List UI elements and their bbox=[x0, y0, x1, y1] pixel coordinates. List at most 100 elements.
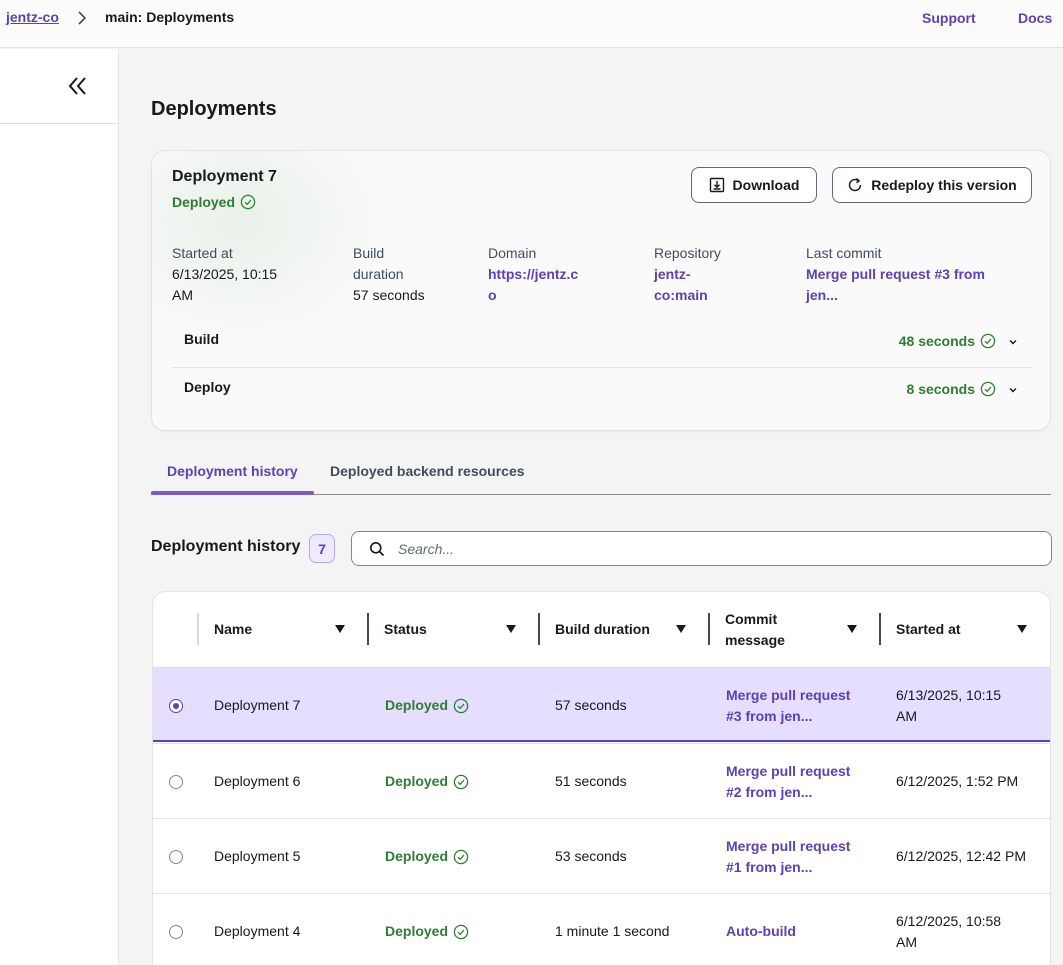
repository-link-2[interactable]: co:main bbox=[654, 287, 708, 303]
deployment-status: Deployed bbox=[172, 194, 256, 210]
cell-commit-link[interactable]: Merge pull request bbox=[726, 838, 851, 854]
redeploy-button-label: Redeploy this version bbox=[871, 177, 1017, 193]
tab-deployment-history[interactable]: Deployment history bbox=[167, 463, 298, 479]
build-duration-label: Build bbox=[353, 245, 385, 261]
cell-status-label: Deployed bbox=[385, 848, 449, 864]
check-circle-icon bbox=[453, 698, 469, 713]
cell-status: Deployed bbox=[385, 846, 469, 867]
search-box bbox=[351, 531, 1052, 566]
check-circle-icon bbox=[453, 774, 469, 789]
cell-build-duration: 57 seconds bbox=[555, 697, 627, 713]
redeploy-button[interactable]: Redeploy this version bbox=[832, 167, 1032, 203]
cell-started-at-2: AM bbox=[896, 934, 917, 950]
column-separator bbox=[538, 613, 540, 645]
step-name: Build bbox=[184, 331, 219, 347]
table-row[interactable]: Deployment 4 Deployed 1 minute 1 second … bbox=[153, 893, 1050, 965]
check-circle-icon bbox=[453, 924, 469, 939]
build-duration-label-2: duration bbox=[353, 266, 404, 282]
step-divider bbox=[172, 367, 1032, 368]
chevron-down-icon[interactable] bbox=[1008, 385, 1018, 395]
docs-link[interactable]: Docs bbox=[1018, 10, 1053, 26]
column-status-label: Status bbox=[384, 621, 427, 637]
table-row[interactable]: Deployment 5 Deployed 53 seconds Merge p… bbox=[153, 818, 1050, 893]
row-radio[interactable] bbox=[169, 775, 183, 789]
deployment-history-table: Name Status Build duration Commit messag… bbox=[152, 591, 1051, 965]
cell-name: Deployment 7 bbox=[214, 697, 301, 713]
chevron-down-icon[interactable] bbox=[1008, 337, 1018, 347]
cell-commit-link[interactable]: Auto-build bbox=[726, 923, 796, 939]
cell-status-label: Deployed bbox=[385, 697, 449, 713]
cell-build-duration: 1 minute 1 second bbox=[555, 923, 670, 939]
cell-status: Deployed bbox=[385, 771, 469, 792]
search-icon bbox=[370, 542, 385, 557]
breadcrumb-current: main: Deployments bbox=[105, 9, 235, 25]
check-circle-icon bbox=[453, 849, 469, 864]
cell-commit-link-2[interactable]: #3 from jen... bbox=[726, 708, 813, 724]
row-radio[interactable] bbox=[169, 850, 183, 864]
step-build[interactable]: Build 48 seconds bbox=[172, 319, 1032, 367]
check-circle-icon bbox=[980, 333, 996, 349]
step-time-label: 48 seconds bbox=[898, 333, 975, 349]
cell-status: Deployed bbox=[385, 921, 469, 942]
sort-caret-icon[interactable] bbox=[505, 624, 517, 634]
column-commit-label-2: message bbox=[725, 632, 785, 648]
download-icon bbox=[709, 177, 724, 193]
column-started-at-label: Started at bbox=[896, 621, 961, 637]
cell-name: Deployment 5 bbox=[214, 848, 301, 864]
cell-build-duration: 51 seconds bbox=[555, 773, 627, 789]
support-link[interactable]: Support bbox=[922, 10, 976, 26]
chevron-right-icon bbox=[78, 11, 87, 25]
sort-caret-icon[interactable] bbox=[334, 624, 346, 634]
tab-bar: Deployment history Deployed backend reso… bbox=[151, 452, 1051, 495]
started-at-value: 6/13/2025, 10:15 bbox=[172, 266, 278, 282]
search-input[interactable] bbox=[398, 532, 1038, 565]
collapse-sidebar-icon[interactable] bbox=[66, 75, 90, 97]
last-commit-link[interactable]: Merge pull request #3 from bbox=[806, 266, 985, 282]
step-time: 8 seconds bbox=[907, 381, 996, 397]
started-at-label: Started at bbox=[172, 245, 233, 261]
last-commit-label: Last commit bbox=[806, 245, 882, 261]
side-navigation bbox=[0, 49, 119, 965]
cell-commit-link[interactable]: Merge pull request bbox=[726, 687, 851, 703]
sidenav-divider bbox=[0, 123, 119, 124]
cell-commit-link-2[interactable]: #2 from jen... bbox=[726, 784, 813, 800]
table-row[interactable]: Deployment 7 Deployed 57 seconds Merge p… bbox=[153, 667, 1050, 742]
cell-build-duration: 53 seconds bbox=[555, 848, 627, 864]
column-status[interactable]: Status bbox=[367, 592, 538, 667]
sort-caret-icon[interactable] bbox=[846, 624, 858, 634]
repository-label: Repository bbox=[654, 245, 721, 261]
deployment-status-label: Deployed bbox=[172, 194, 236, 210]
deployment-name: Deployment 7 bbox=[172, 168, 277, 185]
cell-commit-link-2[interactable]: #1 from jen... bbox=[726, 859, 813, 875]
sort-caret-icon[interactable] bbox=[1016, 624, 1028, 634]
cell-started-at: 6/12/2025, 12:42 PM bbox=[896, 848, 1026, 864]
download-button-label: Download bbox=[732, 177, 800, 193]
cell-commit-link[interactable]: Merge pull request bbox=[726, 763, 851, 779]
step-time-label: 8 seconds bbox=[906, 381, 975, 397]
cell-started-at: 6/13/2025, 10:15 bbox=[896, 687, 1002, 703]
column-build-duration[interactable]: Build duration bbox=[538, 592, 708, 667]
sort-caret-icon[interactable] bbox=[675, 624, 687, 634]
repository-link[interactable]: jentz- bbox=[654, 266, 691, 282]
breadcrumb-app-link[interactable]: jentz-co bbox=[6, 9, 59, 25]
history-title: Deployment history bbox=[151, 538, 301, 555]
column-commit-message[interactable]: Commit message bbox=[708, 592, 879, 667]
card-glow bbox=[152, 151, 392, 351]
download-button[interactable]: Download bbox=[691, 167, 817, 203]
cell-status-label: Deployed bbox=[385, 773, 449, 789]
column-commit-label: Commit bbox=[725, 611, 778, 627]
column-separator bbox=[197, 613, 199, 645]
build-duration-value: 57 seconds bbox=[353, 287, 425, 303]
row-radio[interactable] bbox=[169, 699, 183, 713]
step-deploy[interactable]: Deploy 8 seconds bbox=[172, 367, 1032, 415]
refresh-icon bbox=[849, 177, 862, 192]
row-radio[interactable] bbox=[169, 925, 183, 939]
domain-link-2[interactable]: o bbox=[488, 287, 497, 303]
domain-link[interactable]: https://jentz.c bbox=[488, 266, 579, 282]
column-name[interactable]: Name bbox=[197, 592, 367, 667]
cell-name: Deployment 4 bbox=[214, 923, 301, 939]
column-started-at[interactable]: Started at bbox=[879, 592, 1050, 667]
last-commit-link-2[interactable]: jen... bbox=[806, 287, 838, 303]
tab-deployed-backend-resources[interactable]: Deployed backend resources bbox=[330, 463, 525, 479]
table-row[interactable]: Deployment 6 Deployed 51 seconds Merge p… bbox=[153, 743, 1050, 818]
